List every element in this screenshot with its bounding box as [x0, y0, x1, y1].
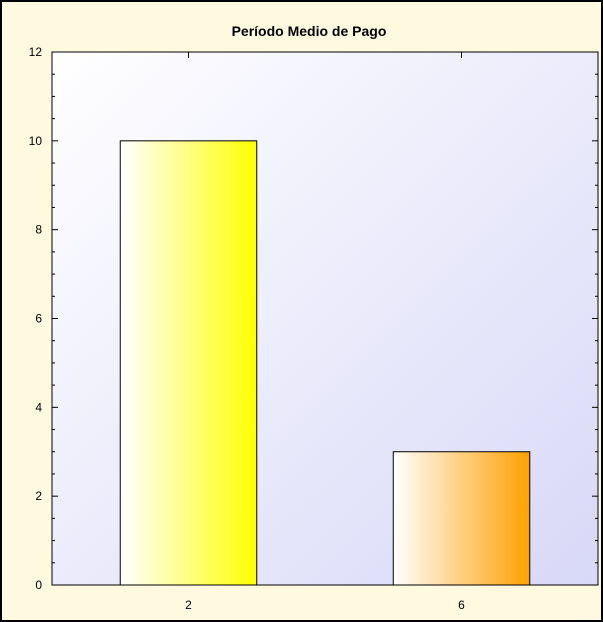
y-tick-label: 12: [29, 45, 43, 59]
y-axis: 0 2 4 6 8 10 12: [29, 45, 598, 592]
y-tick-label: 2: [35, 489, 42, 503]
x-tick-label: 2: [185, 598, 192, 612]
bar-6: [392, 451, 531, 586]
chart-title: Período Medio de Pago: [232, 23, 387, 39]
y-tick-label: 6: [35, 312, 42, 326]
y-tick-label: 4: [35, 400, 42, 414]
bars: [119, 140, 531, 586]
y-tick-label: 8: [35, 223, 42, 237]
y-tick-label: 10: [29, 134, 43, 148]
y-tick-label: 0: [35, 578, 42, 592]
bar-2: [119, 140, 258, 586]
x-tick-label: 6: [458, 598, 465, 612]
